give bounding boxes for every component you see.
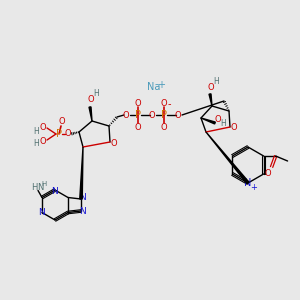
Text: +: + <box>250 182 257 191</box>
Polygon shape <box>80 147 83 199</box>
Text: O: O <box>149 110 155 119</box>
Text: O: O <box>161 122 167 131</box>
Text: O: O <box>175 110 181 119</box>
Text: O: O <box>135 98 141 107</box>
Polygon shape <box>201 118 215 124</box>
Text: O: O <box>264 169 271 178</box>
Text: N: N <box>38 208 44 217</box>
Text: O: O <box>123 110 129 119</box>
Text: O: O <box>135 122 141 131</box>
Text: O: O <box>40 136 46 146</box>
Text: -: - <box>167 99 171 109</box>
Polygon shape <box>89 107 92 121</box>
Text: N: N <box>244 178 252 188</box>
Text: P: P <box>56 129 62 139</box>
Text: H: H <box>31 183 37 192</box>
Text: P: P <box>135 110 141 120</box>
Text: H: H <box>220 118 226 127</box>
Text: N: N <box>79 206 86 215</box>
Text: O: O <box>59 118 65 127</box>
Polygon shape <box>209 94 212 106</box>
Text: H: H <box>33 127 39 136</box>
Polygon shape <box>206 132 249 184</box>
Text: H: H <box>213 77 219 86</box>
Text: +: + <box>157 80 165 90</box>
Text: O: O <box>65 130 71 139</box>
Text: P: P <box>161 110 167 120</box>
Text: O: O <box>161 98 167 107</box>
Text: O: O <box>208 82 214 91</box>
Text: N: N <box>52 188 58 196</box>
Text: Na: Na <box>147 82 161 92</box>
Text: N: N <box>37 183 43 192</box>
Text: H: H <box>41 181 46 187</box>
Text: O: O <box>40 124 46 133</box>
Text: O: O <box>111 139 117 148</box>
Text: H: H <box>33 140 39 148</box>
Text: O: O <box>88 94 94 103</box>
Text: O: O <box>215 115 221 124</box>
Text: N: N <box>79 194 86 202</box>
Text: H: H <box>93 89 99 98</box>
Text: O: O <box>231 124 237 133</box>
